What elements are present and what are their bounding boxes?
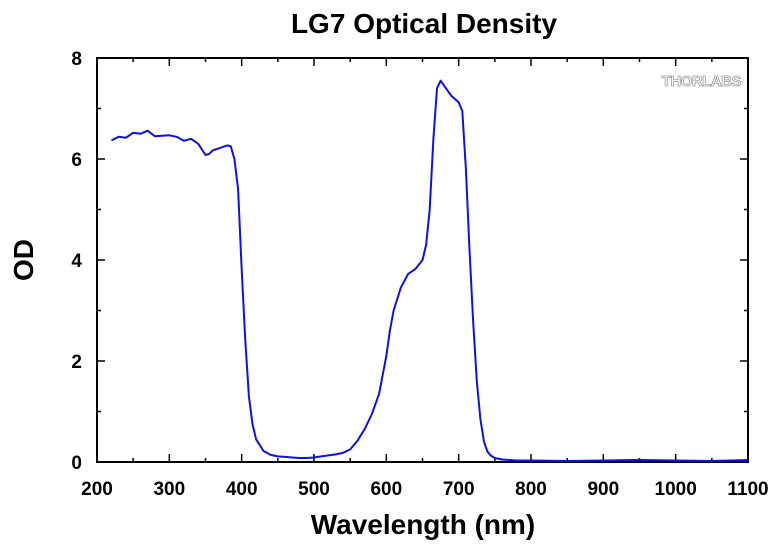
y-tick-label: 2 — [71, 352, 82, 373]
od-line — [111, 79, 749, 462]
x-tick-label: 200 — [81, 479, 113, 500]
chart-title: LG7 Optical Density — [291, 8, 557, 39]
x-tick-label: 1100 — [727, 479, 768, 500]
thorlabs-watermark: THORLABS — [662, 73, 742, 90]
y-tick-label: 6 — [71, 150, 82, 171]
x-tick-label: 400 — [226, 479, 258, 500]
x-tick-label: 700 — [443, 479, 475, 500]
y-tick-label: 0 — [71, 453, 82, 474]
x-tick-label: 800 — [515, 479, 547, 500]
y-tick-label: 4 — [71, 251, 82, 272]
x-axis-label: Wavelength (nm) — [311, 509, 536, 540]
y-tick-labels: 0 2 4 6 8 — [71, 49, 82, 474]
x-tick-label: 300 — [153, 479, 185, 500]
x-tick-label: 500 — [298, 479, 330, 500]
y-tick-label: 8 — [71, 49, 82, 70]
y-axis-label: OD — [8, 239, 39, 281]
x-tick-label: 600 — [370, 479, 402, 500]
x-tick-labels: 200 300 400 500 600 700 800 900 1000 1100 — [81, 479, 768, 500]
x-tick-label: 1000 — [655, 479, 697, 500]
x-tick-label: 900 — [587, 479, 619, 500]
